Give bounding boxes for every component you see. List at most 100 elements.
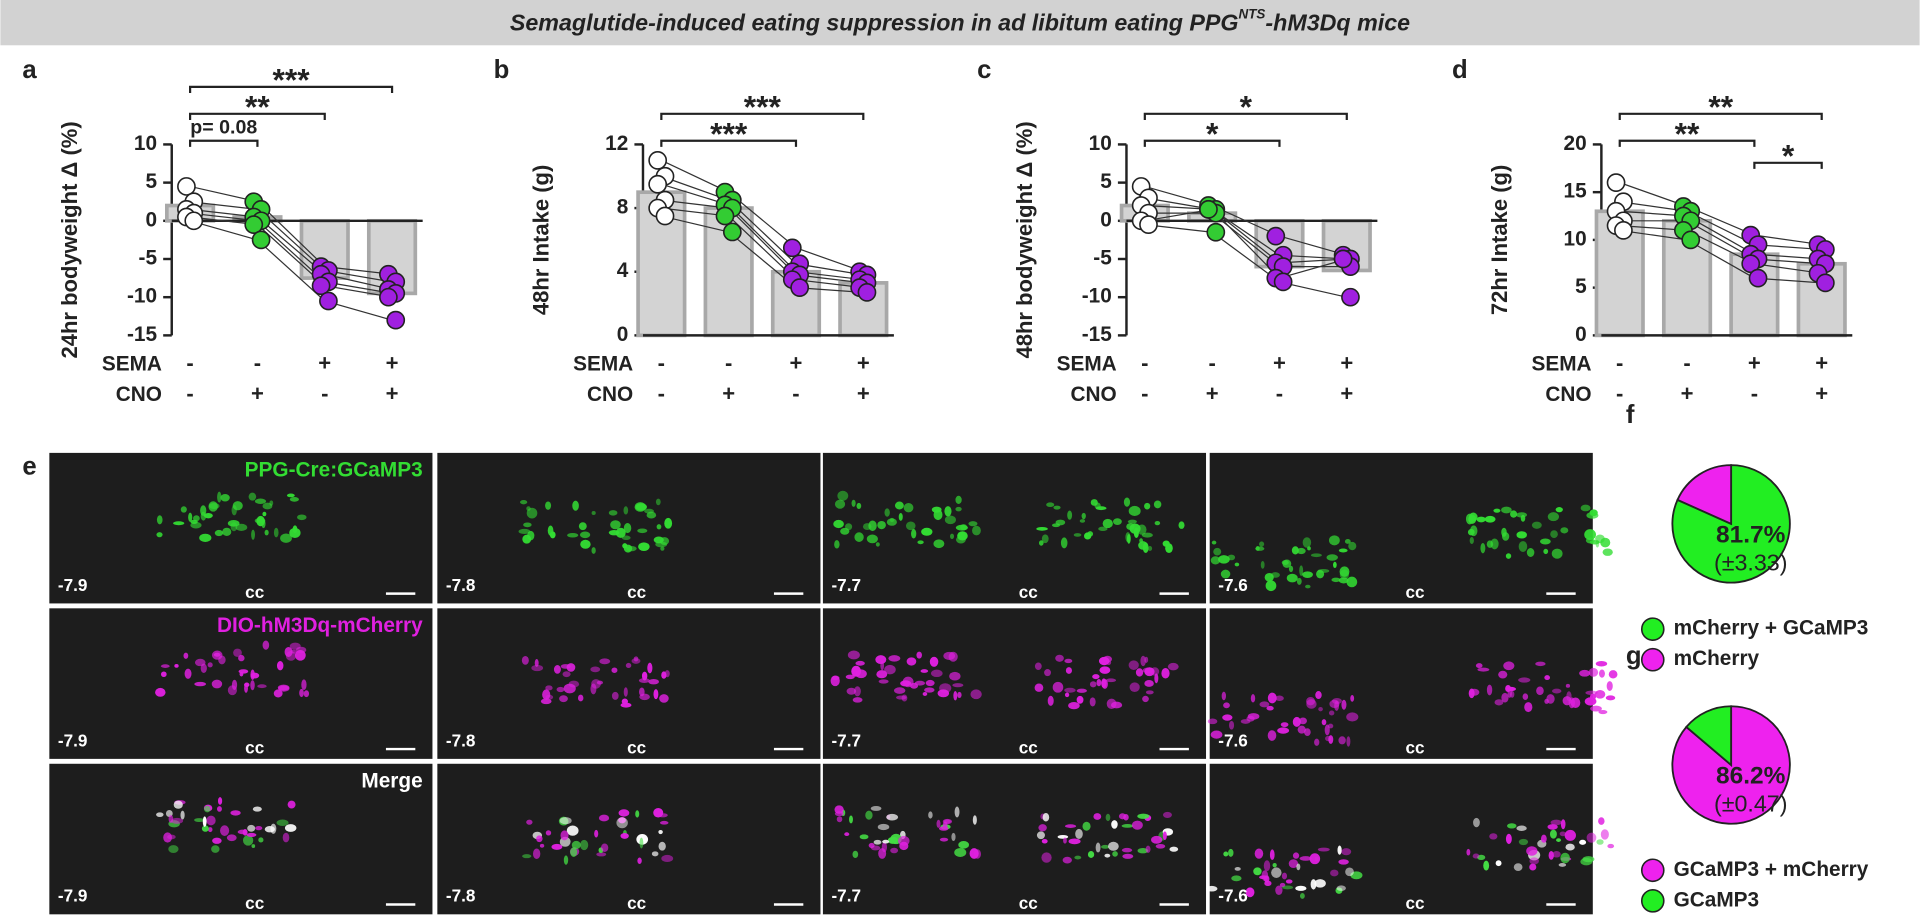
- cell-signal: [1595, 539, 1600, 548]
- y-tick-label: 15: [1564, 180, 1587, 203]
- condition-sign: +: [1815, 381, 1828, 406]
- cell-signal: [968, 521, 978, 527]
- cell-signal: [184, 668, 192, 679]
- cell-signal: [1507, 823, 1517, 829]
- cell-signal: [1122, 853, 1134, 859]
- cell-signal: [1599, 669, 1605, 678]
- condition-sign: +: [1815, 351, 1828, 376]
- cell-signal: [203, 512, 213, 519]
- cell-signal: [1106, 698, 1117, 710]
- cc-label: cc: [1019, 893, 1039, 913]
- paired-line: [1144, 212, 1347, 268]
- cell-signal: [859, 834, 869, 840]
- cell-signal: [1041, 838, 1048, 844]
- cell-signal: [894, 687, 906, 694]
- cell-signal: [970, 689, 982, 700]
- cell-signal: [217, 491, 222, 503]
- coordinate-label: -7.7: [831, 886, 861, 906]
- cell-signal: [204, 805, 211, 813]
- cell-signal: [875, 542, 880, 547]
- y-tick-label: 0: [145, 208, 157, 231]
- condition-name: CNO: [1545, 383, 1591, 406]
- cell-signal: [1299, 565, 1304, 576]
- data-point: [1681, 230, 1701, 250]
- cell-signal: [1064, 824, 1077, 828]
- cell-signal: [1076, 695, 1084, 704]
- cell-signal: [854, 532, 864, 542]
- data-point: [177, 177, 196, 196]
- cell-signal: [1605, 695, 1616, 701]
- cell-signal: [898, 835, 910, 846]
- condition-name: CNO: [116, 383, 162, 406]
- cell-signal: [1090, 499, 1098, 506]
- significance-label: **: [245, 88, 270, 124]
- cell-signal: [553, 665, 561, 674]
- cell-signal: [160, 671, 167, 678]
- cell-signal: [942, 818, 953, 825]
- cell-signal: [1141, 532, 1153, 538]
- pie-value-label: 86.2%: [1716, 763, 1786, 790]
- cell-signal: [226, 834, 237, 842]
- data-point: [1199, 199, 1218, 219]
- cell-signal: [1466, 848, 1471, 856]
- cell-signal: [1469, 688, 1480, 696]
- cell-signal: [656, 524, 662, 530]
- cell-signal: [1582, 856, 1595, 863]
- cell-signal: [242, 835, 254, 846]
- cc-label: cc: [627, 738, 647, 758]
- data-point: [655, 206, 675, 226]
- cell-signal: [1151, 835, 1163, 844]
- cell-signal: [1547, 824, 1558, 830]
- y-tick-label: 8: [617, 196, 629, 219]
- condition-sign: -: [792, 381, 799, 406]
- cell-signal: [898, 512, 903, 521]
- condition-sign: -: [1683, 351, 1690, 376]
- cc-label: cc: [1019, 582, 1039, 602]
- significance-label: ***: [273, 61, 311, 97]
- cell-signal: [914, 680, 926, 686]
- cell-signal: [1161, 667, 1170, 679]
- cell-signal: [635, 810, 640, 818]
- cell-signal: [1057, 834, 1069, 839]
- data-point: [648, 174, 668, 194]
- cell-signal: [596, 852, 607, 857]
- cell-signal: [1105, 678, 1117, 683]
- cell-signal: [1144, 680, 1154, 687]
- cell-signal: [1518, 541, 1528, 552]
- cell-signal: [1315, 691, 1322, 700]
- cell-signal: [562, 671, 571, 678]
- cell-signal: [1316, 569, 1325, 579]
- cell-signal: [299, 688, 304, 698]
- cell-signal: [230, 522, 238, 532]
- cell-signal: [1292, 852, 1300, 859]
- cell-signal: [252, 806, 262, 812]
- cell-signal: [955, 495, 962, 504]
- cell-signal: [1472, 853, 1480, 859]
- cell-signal: [1144, 502, 1151, 510]
- cell-signal: [1332, 698, 1342, 705]
- cell-signal: [659, 694, 669, 703]
- cell-signal: [1586, 512, 1599, 519]
- cell-signal: [837, 490, 849, 501]
- y-tick-label: 10: [134, 132, 157, 155]
- paired-line: [1619, 201, 1822, 251]
- cell-signal: [282, 832, 290, 843]
- cell-signal: [659, 820, 669, 825]
- cell-signal: [1477, 667, 1490, 672]
- cell-signal: [972, 525, 981, 536]
- cell-signal: [1518, 838, 1529, 846]
- significance-label: *: [1206, 115, 1219, 151]
- micrograph: [437, 763, 821, 915]
- cell-signal: [911, 528, 917, 539]
- cell-signal: [639, 693, 650, 701]
- legend-label: mCherry + GCaMP3: [1674, 617, 1869, 640]
- cell-signal: [173, 521, 185, 526]
- y-tick-label: 10: [1564, 227, 1587, 250]
- cell-signal: [638, 678, 650, 683]
- cell-signal: [1493, 508, 1501, 513]
- cell-signal: [1087, 531, 1094, 537]
- paired-line: [1144, 197, 1347, 260]
- data-point: [722, 222, 742, 242]
- cell-signal: [1505, 553, 1512, 559]
- y-tick-label: 0: [1100, 208, 1112, 231]
